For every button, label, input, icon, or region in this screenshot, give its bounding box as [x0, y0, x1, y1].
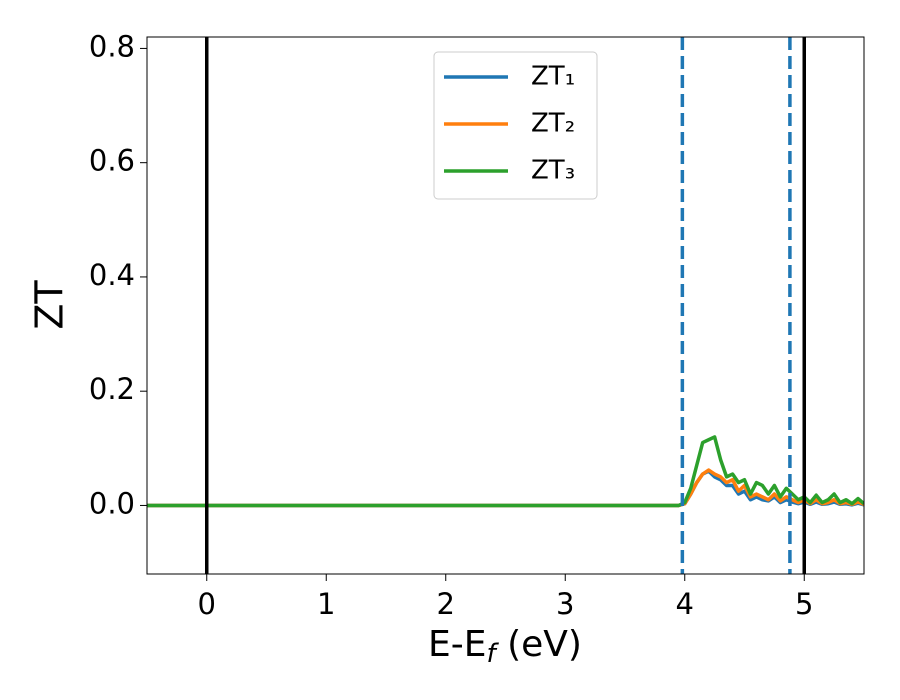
y-tick-label: 0.6: [89, 144, 135, 178]
x-tick-label: 1: [317, 587, 335, 621]
y-tick-label: 0.0: [89, 486, 135, 520]
x-tick-label: 0: [198, 587, 216, 621]
legend-box: [433, 51, 598, 200]
series-line: [147, 435, 864, 508]
axes: 0 1 2 3 4 5 0.0 0.2 0.4 0.6 0.8: [89, 29, 814, 621]
x-tick-label: 5: [795, 587, 813, 621]
axes-frame: [146, 36, 865, 575]
x-tick-label: 2: [437, 587, 455, 621]
series-line: [147, 468, 864, 508]
y-axis-label: ZT: [28, 280, 72, 330]
y-tick-label: 0.4: [89, 258, 135, 292]
x-tick-label: 4: [676, 587, 694, 621]
legend-label: ZT₂: [531, 109, 575, 139]
x-label-part: (eV): [496, 624, 582, 665]
x-tick-label: 3: [556, 587, 574, 621]
x-label-part: E-E: [428, 624, 486, 665]
y-tick-label: 0.8: [89, 29, 135, 63]
x-axis-label: E-Ef (eV): [428, 624, 582, 669]
plot-area: [147, 37, 864, 574]
series-line: [147, 469, 864, 508]
legend: ZT₁ ZT₂ ZT₃: [433, 51, 598, 200]
legend-label: ZT₁: [531, 62, 575, 92]
y-tick-label: 0.2: [89, 372, 135, 406]
legend-label: ZT₃: [531, 156, 575, 186]
